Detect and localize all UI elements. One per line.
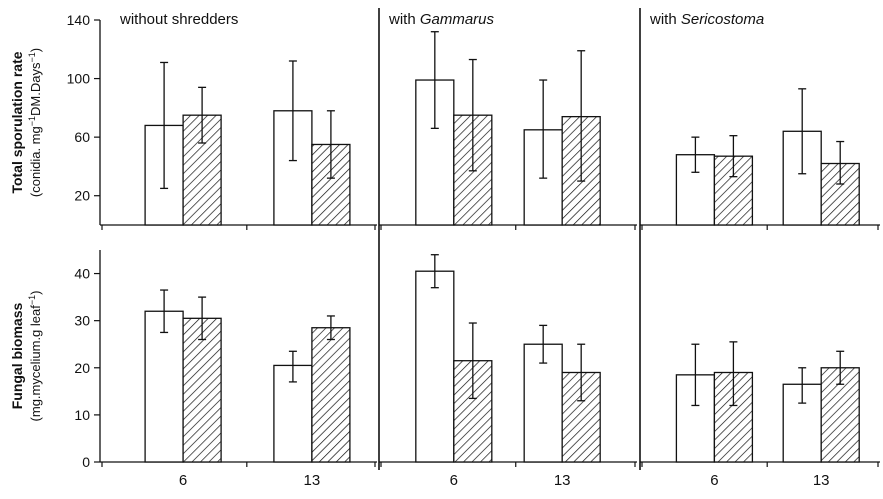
x-category-label: 6 bbox=[179, 472, 187, 489]
y-tick-label: 10 bbox=[74, 407, 90, 423]
x-category-label: 13 bbox=[813, 472, 830, 489]
bar-hatched bbox=[312, 328, 350, 462]
x-category-label: 13 bbox=[304, 472, 321, 489]
y-axis-title-units: (conidia. mg−1DM.Days−1) bbox=[27, 48, 43, 197]
y-tick-label: 30 bbox=[74, 313, 90, 329]
x-category-label: 6 bbox=[450, 472, 458, 489]
y-tick-label: 0 bbox=[82, 454, 90, 470]
y-tick-label: 140 bbox=[67, 12, 91, 28]
y-tick-label: 40 bbox=[74, 266, 90, 282]
y-tick-label: 100 bbox=[67, 71, 91, 87]
y-tick-label: 20 bbox=[74, 360, 90, 376]
bar-open bbox=[416, 271, 454, 462]
y-axis-title-bold: Fungal biomass bbox=[9, 303, 25, 410]
panel-title: with Sericostoma bbox=[649, 11, 764, 28]
panel-title: with Gammarus bbox=[388, 11, 495, 28]
y-axis-title-bold: Total sporulation rate bbox=[9, 51, 25, 193]
y-tick-label: 60 bbox=[74, 129, 90, 145]
panel-title: without shredders bbox=[119, 11, 238, 28]
x-category-label: 6 bbox=[710, 472, 718, 489]
x-category-label: 13 bbox=[554, 472, 571, 489]
y-axis-title-units: (mg.mycelium.g leaf−1) bbox=[27, 291, 43, 422]
bar-open bbox=[145, 311, 183, 462]
y-tick-label: 20 bbox=[74, 188, 90, 204]
